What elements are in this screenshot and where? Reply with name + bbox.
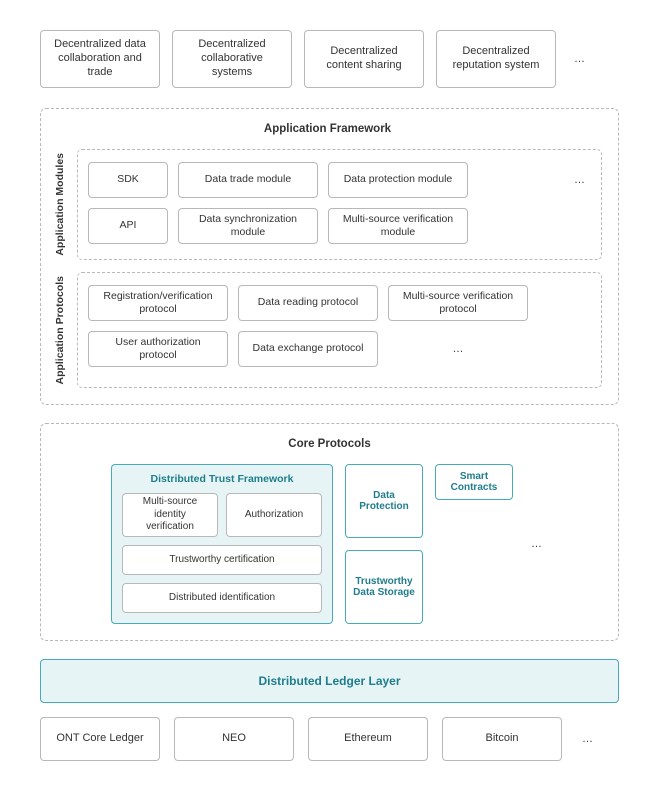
dtf-trustworthy-certification: Trustworthy certification <box>122 545 322 575</box>
application-protocols-section: Application Protocols Registration/verif… <box>53 272 602 389</box>
core-protocols-panel: Core Protocols Distributed Trust Framewo… <box>40 423 619 641</box>
core-protocols-row: Distributed Trust Framework Multi-source… <box>57 464 602 624</box>
ellipsis-icon: … <box>568 53 591 65</box>
module-api: API <box>88 208 168 244</box>
ledger-ethereum: Ethereum <box>308 717 428 761</box>
ellipsis-icon: … <box>388 343 528 355</box>
distributed-trust-framework-title: Distributed Trust Framework <box>122 473 322 485</box>
distributed-ledger-layer: Distributed Ledger Layer <box>40 659 619 703</box>
core-data-protection: Data Protection <box>345 464 423 538</box>
core-protocols-col2: Data Protection Trustworthy Data Storage <box>345 464 423 624</box>
ledgers-row: ONT Core Ledger NEO Ethereum Bitcoin … <box>40 717 619 761</box>
top-apps-row: Decentralized data collaboration and tra… <box>40 30 619 88</box>
app-box-decentralized-data-collab: Decentralized data collaboration and tra… <box>40 30 160 88</box>
protocol-registration-verification: Registration/verification protocol <box>88 285 228 321</box>
app-box-decentralized-reputation: Decentralized reputation system <box>436 30 556 88</box>
core-smart-contracts: Smart Contracts <box>435 464 513 500</box>
module-data-sync: Data synchronization module <box>178 208 318 244</box>
module-multi-source-verification: Multi-source verification module <box>328 208 468 244</box>
protocol-multi-source-verification: Multi-source verification protocol <box>388 285 528 321</box>
app-box-decentralized-content-sharing: Decentralized content sharing <box>304 30 424 88</box>
core-protocols-title: Core Protocols <box>57 438 602 450</box>
core-trustworthy-data-storage: Trustworthy Data Storage <box>345 550 423 624</box>
ledger-ont-core: ONT Core Ledger <box>40 717 160 761</box>
application-modules-panel: SDK Data trade module Data protection mo… <box>77 149 602 260</box>
dtf-distributed-identification: Distributed identification <box>122 583 322 613</box>
application-protocols-label: Application Protocols <box>53 272 67 389</box>
dtf-multi-source-identity-verification: Multi-source identity verification <box>122 493 218 537</box>
ledger-bitcoin: Bitcoin <box>442 717 562 761</box>
ellipsis-icon: … <box>478 174 591 186</box>
app-box-decentralized-collab-systems: Decentralized collaborative systems <box>172 30 292 88</box>
application-modules-section: Application Modules SDK Data trade modul… <box>53 149 602 260</box>
protocol-user-authorization: User authorization protocol <box>88 331 228 367</box>
module-data-protection: Data protection module <box>328 162 468 198</box>
protocol-data-exchange: Data exchange protocol <box>238 331 378 367</box>
dtf-authorization: Authorization <box>226 493 322 537</box>
module-data-trade: Data trade module <box>178 162 318 198</box>
ellipsis-icon: … <box>576 733 599 745</box>
module-sdk: SDK <box>88 162 168 198</box>
application-modules-label: Application Modules <box>53 149 67 260</box>
ledger-neo: NEO <box>174 717 294 761</box>
application-protocols-panel: Registration/verification protocol Data … <box>77 272 602 389</box>
protocol-data-reading: Data reading protocol <box>238 285 378 321</box>
distributed-trust-framework-panel: Distributed Trust Framework Multi-source… <box>111 464 333 624</box>
ellipsis-icon: … <box>525 464 548 624</box>
application-framework-title: Application Framework <box>53 123 602 135</box>
application-framework-panel: Application Framework Application Module… <box>40 108 619 405</box>
